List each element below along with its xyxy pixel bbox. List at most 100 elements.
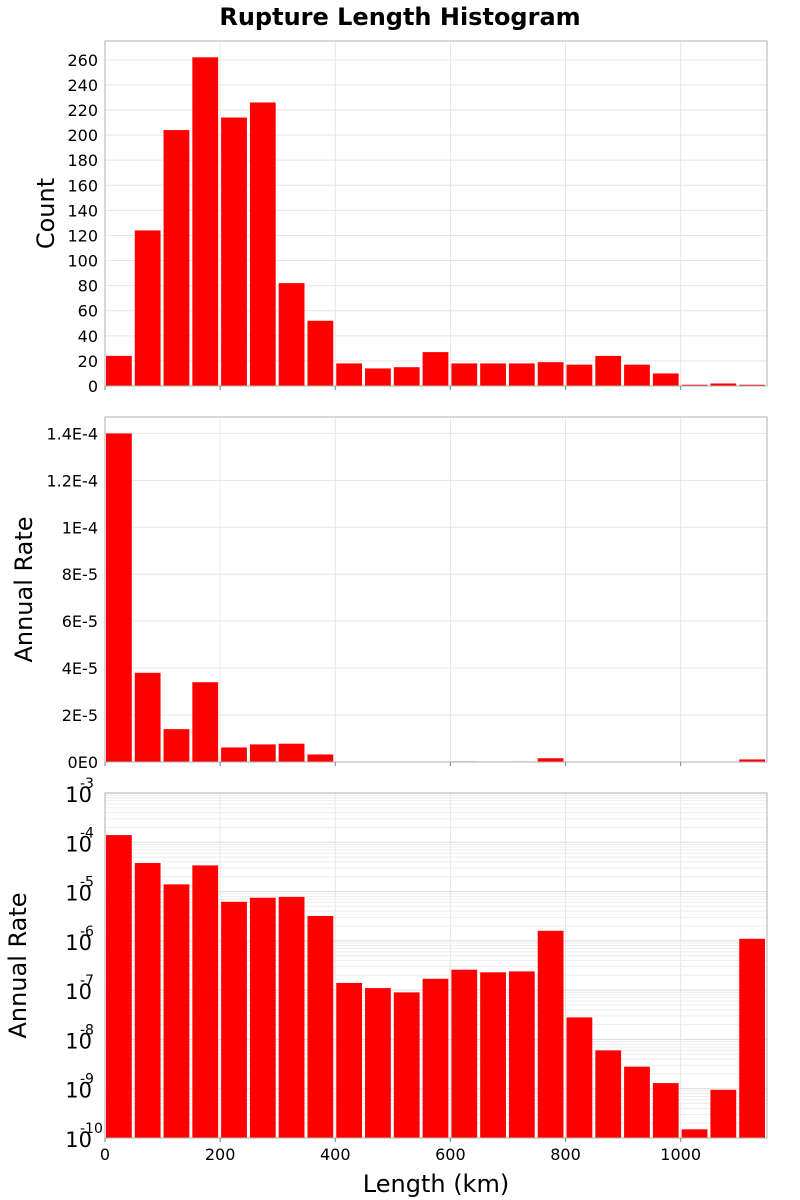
histogram-bar (566, 364, 593, 386)
y-tick-label: 160 (67, 176, 98, 195)
y-tick-label: 260 (67, 51, 98, 70)
y-tick-label-exponent: -6 (80, 924, 94, 940)
plot-frame (104, 792, 768, 1139)
y-tick-label-base: 10 (65, 832, 92, 856)
y-tick-label: 8E-5 (62, 565, 98, 584)
y-axis-label: Annual Rate (4, 892, 32, 1038)
histogram-bar (249, 102, 276, 387)
plot-frame (104, 40, 768, 387)
histogram-bar (134, 862, 161, 1138)
y-tick-label: 120 (67, 226, 98, 245)
y-tick-label: 0 (88, 377, 98, 396)
x-tick-label: 600 (435, 1145, 466, 1164)
histogram-bar (566, 1017, 593, 1138)
x-axis-label: Length (km) (363, 1170, 509, 1198)
y-tick-label: 60 (78, 302, 98, 321)
histogram-bar (624, 364, 650, 386)
histogram-bar (278, 896, 305, 1138)
histogram-bar (508, 971, 535, 1138)
histogram-bar (134, 230, 161, 386)
y-tick-label-exponent: -9 (80, 1072, 94, 1088)
y-tick-label-exponent: -4 (80, 825, 94, 841)
y-tick-label-base: 10 (65, 1079, 92, 1103)
histogram-bar (365, 368, 391, 386)
histogram-bar (595, 1050, 622, 1138)
histogram-bar (192, 865, 219, 1138)
histogram-bar (537, 930, 564, 1138)
histogram-bar (681, 384, 708, 386)
histogram-bar (508, 363, 535, 386)
y-tick-label: 0E0 (68, 753, 98, 772)
y-tick-label: 200 (67, 126, 98, 145)
y-tick-label: 20 (78, 352, 98, 371)
histogram-bar (393, 992, 420, 1138)
histogram-bar (192, 57, 219, 387)
x-tick-label: 800 (550, 1145, 581, 1164)
histogram-bar (163, 130, 190, 386)
x-tick-label: 200 (205, 1145, 236, 1164)
histogram-bar (652, 1083, 679, 1138)
y-tick-label-exponent: -3 (80, 776, 94, 792)
histogram-bar (106, 355, 132, 386)
y-tick-label: 1E-4 (62, 518, 98, 537)
histogram-bar (163, 729, 190, 762)
y-tick-label-base: 10 (65, 931, 92, 955)
histogram-bar (106, 835, 132, 1138)
x-tick-label: 400 (320, 1145, 351, 1164)
y-tick-label: 80 (78, 277, 98, 296)
y-tick-label: 1.2E-4 (46, 471, 98, 490)
chart-title: Rupture Length Histogram (219, 3, 581, 31)
y-tick-label-base: 10 (65, 1128, 92, 1152)
histogram-bar (134, 672, 161, 762)
histogram-bar (595, 355, 622, 386)
histogram-bar (221, 747, 247, 762)
histogram-bar (278, 283, 305, 386)
histogram-bar (221, 901, 247, 1138)
histogram-bar (451, 969, 478, 1138)
y-tick-label-base: 10 (65, 882, 92, 906)
y-tick-label: 4E-5 (62, 659, 98, 678)
histogram-bar (278, 743, 305, 762)
y-tick-label: 6E-5 (62, 612, 98, 631)
histogram-bar (422, 978, 449, 1138)
y-tick-label: 220 (67, 101, 98, 120)
y-tick-label-exponent: -5 (80, 875, 94, 891)
y-tick-label: 240 (67, 76, 98, 95)
histogram-bar (192, 682, 219, 762)
histogram-bar (307, 320, 334, 386)
y-tick-label-exponent: -10 (80, 1121, 103, 1137)
histogram-bar (739, 759, 765, 762)
x-tick-label: 0 (100, 1145, 110, 1164)
histogram-bar (710, 383, 737, 386)
histogram-bar (307, 754, 334, 762)
plot-frame (104, 416, 768, 763)
y-tick-label: 1.4E-4 (46, 424, 98, 443)
histogram-bar (221, 117, 247, 386)
histogram-bar (307, 915, 334, 1138)
histogram-bar (624, 1066, 650, 1138)
histogram-bar (480, 972, 506, 1138)
y-tick-label: 100 (67, 252, 98, 271)
histogram-bar (336, 363, 363, 386)
histogram-bar (163, 884, 190, 1138)
histogram-bar (739, 938, 765, 1138)
y-axis-label: Count (32, 178, 60, 249)
histogram-bar (422, 352, 449, 386)
histogram-bar (393, 367, 420, 386)
histogram-bar (480, 363, 506, 386)
y-axis-label: Annual Rate (10, 516, 38, 662)
histogram-bar (681, 1129, 708, 1138)
histogram-bar (739, 384, 765, 386)
y-tick-label-exponent: -8 (80, 1022, 94, 1038)
y-tick-label: 40 (78, 327, 98, 346)
histogram-bar (710, 1089, 737, 1138)
histogram-bar (336, 982, 363, 1138)
y-tick-label: 180 (67, 151, 98, 170)
histogram-bar (249, 744, 276, 762)
histogram-bar (652, 373, 679, 386)
y-tick-label-exponent: -7 (80, 973, 94, 989)
histogram-bar (537, 362, 564, 386)
histogram-bar (106, 433, 132, 762)
histogram-bar (537, 758, 564, 762)
